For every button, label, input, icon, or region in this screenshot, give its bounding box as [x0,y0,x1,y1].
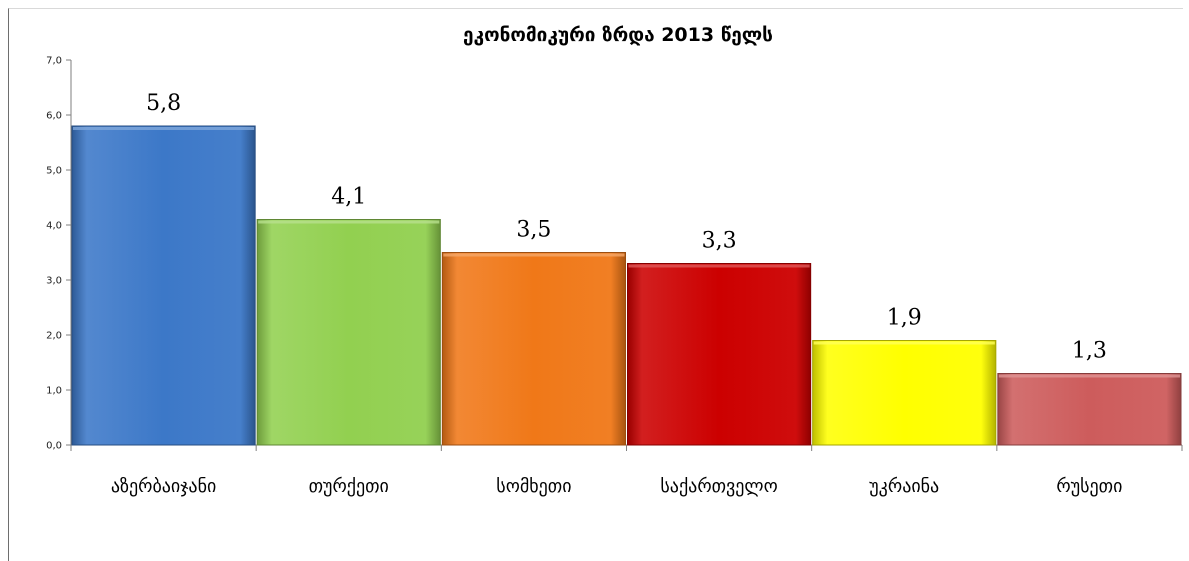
bar-1 [71,125,256,446]
bar-bevel [998,374,1180,378]
bar-4 [627,263,812,446]
y-tick-label: 7,0 [46,56,62,67]
x-tick-label: სომხეთი [496,476,571,497]
x-tick-label: საქართველო [660,476,777,497]
bar-bevel [73,127,255,130]
y-tick-label: 4,0 [46,221,62,232]
value-label: 4,1 [331,185,366,210]
x-axis: აზერბაიჯანი თურქეთი სომხეთი საქართველო უკრაი… [70,444,1183,497]
y-tick-label: 2,0 [46,331,62,342]
value-labels: 5,8 4,1 3,5 3,3 1,9 1,3 [146,91,1107,364]
bars [71,125,1182,446]
bar-6 [997,373,1182,446]
chart-title: ეკონომიკური ზრდა 2013 წელს [463,24,773,46]
bar-3 [441,252,627,446]
y-tick-label: 3,0 [46,276,62,287]
y-tick-label: 0,0 [46,441,62,452]
y-tick-label: 1,0 [46,386,62,397]
bar-5 [812,340,997,446]
chart-frame [8,8,1183,561]
value-label: 3,5 [516,218,551,243]
y-tick-label: 5,0 [46,166,62,177]
value-label: 1,3 [1072,339,1107,364]
bar-bevel [258,220,440,224]
value-label: 5,8 [146,91,181,116]
bar-bevel [813,341,995,345]
value-label: 1,9 [887,306,922,331]
x-tick-label: უკრაინა [869,476,939,497]
y-tick-label: 6,0 [46,111,62,122]
bar-bevel [443,253,625,257]
value-label: 3,3 [702,229,737,254]
x-tick-label: რუსეთი [1056,476,1122,497]
bar-2 [256,219,441,446]
y-axis: 0,0 1,0 2,0 3,0 4,0 5,0 6,0 7,0 [46,56,72,452]
bar-bevel [628,264,810,268]
x-tick-label: თურქეთი [309,476,389,497]
x-tick-label: აზერბაიჯანი [111,476,216,497]
